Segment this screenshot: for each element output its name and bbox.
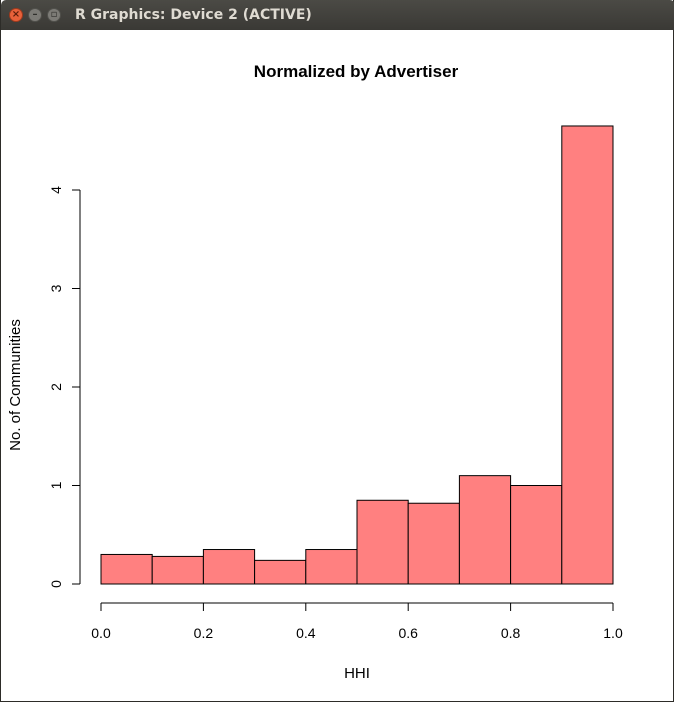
y-tick-label-2: 2 [48, 383, 64, 391]
chart-title: Normalized by Advertiser [254, 62, 459, 81]
bar-2 [202, 549, 256, 585]
x-tick-label-3: 0.6 [398, 625, 418, 641]
x-tick-label-5: 1.0 [603, 625, 623, 641]
histogram-chart: Normalized by Advertiser HHI No. of Comm… [7, 62, 623, 682]
window-title: R Graphics: Device 2 (ACTIVE) [75, 7, 312, 23]
maximize-window-icon[interactable]: ▫ [47, 8, 61, 22]
x-axis-label: HHI [344, 665, 370, 682]
bar-5 [356, 499, 409, 585]
axes-group: 0.0 0.2 0.4 0.6 0.8 1.0 0 1 2 3 4 [48, 186, 623, 641]
window-titlebar[interactable]: × – ▫ R Graphics: Device 2 (ACTIVE) [1, 0, 674, 30]
x-tick-label-0: 0.0 [91, 625, 111, 641]
bar-3 [254, 559, 307, 585]
close-window-icon[interactable]: × [9, 8, 23, 22]
bar-6 [407, 502, 460, 585]
x-tick-label-4: 0.8 [501, 625, 521, 641]
bar-1 [151, 555, 204, 585]
y-tick-label-4: 4 [48, 186, 64, 194]
bar-0 [100, 553, 153, 585]
bar-4 [305, 549, 358, 585]
bar-7 [458, 475, 512, 585]
x-tick-label-2: 0.4 [296, 625, 316, 641]
minimize-window-icon[interactable]: – [28, 8, 42, 22]
x-tick-label-1: 0.2 [194, 625, 214, 641]
bar-8 [510, 485, 563, 585]
bar-9 [561, 125, 614, 585]
y-tick-label-3: 3 [48, 284, 64, 292]
bars-group [100, 125, 614, 585]
y-tick-label-1: 1 [48, 481, 64, 489]
y-tick-label-0: 0 [48, 580, 64, 588]
y-axis-label: No. of Communities [7, 319, 24, 451]
